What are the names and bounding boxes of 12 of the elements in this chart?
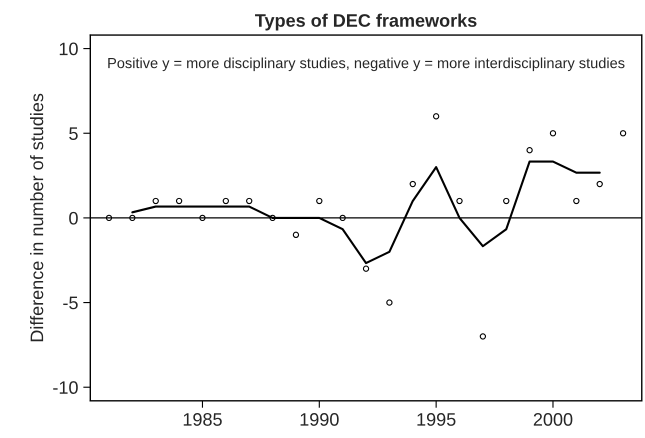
x-tick-label: 1995	[417, 413, 456, 426]
y-tick-label: -10	[53, 381, 78, 394]
y-axis-title: Difference in number of studies	[30, 94, 44, 342]
x-tick-label: 2000	[534, 413, 572, 426]
y-tick-label: -5	[63, 296, 78, 310]
x-tick-label: 1990	[300, 413, 339, 426]
chart-title: Types of DEC frameworks	[255, 14, 477, 30]
annotation: Positive y = more disciplinary studies, negative y = more interdisciplinary studies	[108, 58, 624, 72]
y-tick-label: 10	[60, 42, 78, 56]
y-tick-label: 0	[69, 212, 78, 225]
x-tick-label: 1985	[184, 413, 222, 426]
y-tick-label: 5	[69, 127, 78, 140]
